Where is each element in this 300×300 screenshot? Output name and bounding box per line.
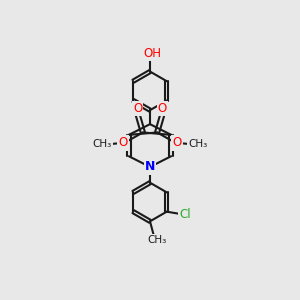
Text: O: O <box>118 136 128 149</box>
Text: N: N <box>145 160 155 173</box>
Text: N: N <box>145 160 155 173</box>
Text: O: O <box>158 102 167 115</box>
Text: O: O <box>133 102 142 115</box>
Text: CH₃: CH₃ <box>188 140 207 149</box>
Text: CH₃: CH₃ <box>147 235 166 245</box>
Text: Cl: Cl <box>179 208 191 220</box>
Text: CH₃: CH₃ <box>93 140 112 149</box>
Text: OH: OH <box>143 46 161 60</box>
Text: O: O <box>172 136 182 149</box>
